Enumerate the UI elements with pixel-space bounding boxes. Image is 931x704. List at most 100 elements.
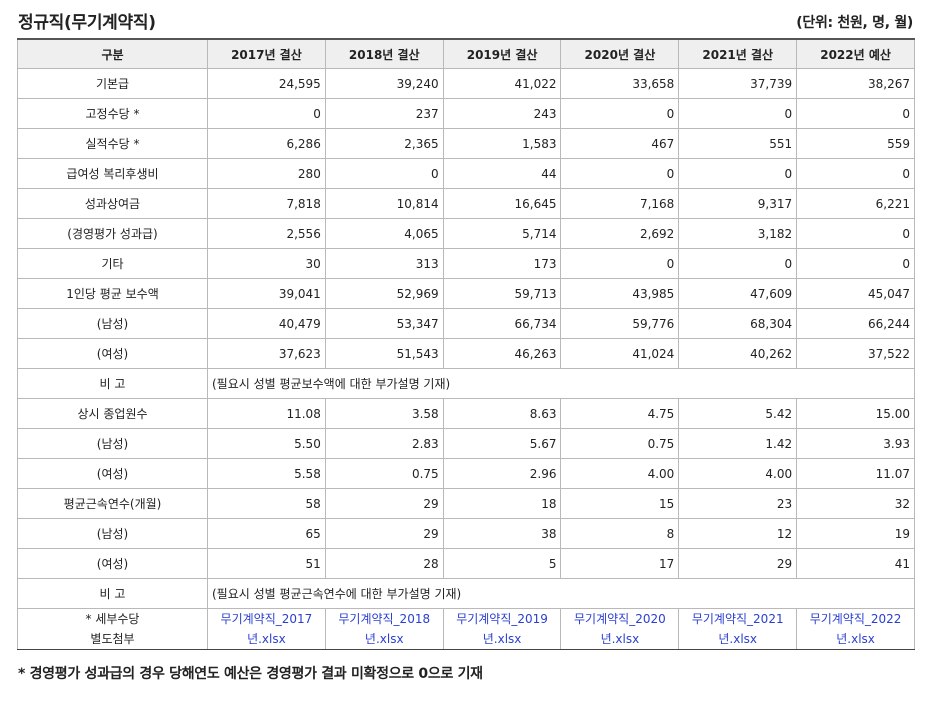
value-cell: 243 (442, 98, 562, 129)
attachment-file-link[interactable]: 무기계약직_2020 년.xlsx (565, 610, 674, 649)
value-cell: 38,267 (796, 68, 915, 99)
attachment-cell: 무기계약직_2019 년.xlsx (442, 608, 562, 650)
value-cell: 559 (796, 128, 915, 159)
table-row: 고정수당 * 0 237 243 0 0 0 (17, 98, 915, 129)
value-cell: 2.83 (324, 428, 444, 459)
table-row: 기본급 24,595 39,240 41,022 33,658 37,739 38,267 (17, 68, 915, 99)
remark-cell: (필요시 성별 평균근속연수에 대한 부가설명 기재) (207, 578, 915, 609)
attachment-file-link[interactable]: 무기계약직_2018 년.xlsx (330, 610, 439, 649)
value-cell: 16,645 (442, 188, 562, 219)
attachments-label-line2: 별도첨부 (90, 632, 135, 646)
value-cell: 0 (678, 98, 798, 129)
attachment-file-link[interactable]: 무기계약직_2019 년.xlsx (448, 610, 557, 649)
value-cell: 0 (796, 248, 915, 279)
table-row: (여성) 37,623 51,543 46,263 41,024 40,262 37,522 (17, 338, 915, 369)
value-cell: 32 (796, 488, 915, 519)
row-label: 기본급 (17, 68, 208, 99)
value-cell: 0 (324, 158, 444, 189)
attachment-cell: 무기계약직_2018 년.xlsx (324, 608, 444, 650)
value-cell: 51 (207, 548, 326, 579)
attachment-file-name: 무기계약직_2019 (456, 612, 548, 626)
table-row: 평균근속연수(개월) 58 29 18 15 23 32 (17, 488, 915, 519)
row-label: 1인당 평균 보수액 (17, 278, 208, 309)
value-cell: 38 (442, 518, 562, 549)
value-cell: 3.93 (796, 428, 915, 459)
value-cell: 30 (207, 248, 326, 279)
value-cell: 29 (678, 548, 798, 579)
value-cell: 18 (442, 488, 562, 519)
value-cell: 2.96 (442, 458, 562, 489)
value-cell: 12 (678, 518, 798, 549)
attachment-file-name: 무기계약직_2020 (574, 612, 666, 626)
attachment-file-link[interactable]: 무기계약직_2022 년.xlsx (801, 610, 910, 649)
value-cell: 0 (796, 158, 915, 189)
footnote: * 경영평가 성과급의 경우 당해연도 예산은 경영평가 결과 미확정으로 0으… (18, 666, 483, 682)
value-cell: 11.08 (207, 398, 326, 429)
value-cell: 44 (442, 158, 562, 189)
value-cell: 280 (207, 158, 326, 189)
value-cell: 23 (678, 488, 798, 519)
header-category: 구분 (17, 38, 208, 69)
value-cell: 237 (324, 98, 444, 129)
remark-cell: (필요시 성별 평균보수액에 대한 부가설명 기재) (207, 368, 915, 399)
value-cell: 46,263 (442, 338, 562, 369)
row-label: 성과상여금 (17, 188, 208, 219)
row-label: (여성) (17, 548, 208, 579)
value-cell: 52,969 (324, 278, 444, 309)
row-label: 고정수당 * (17, 98, 208, 129)
value-cell: 29 (324, 488, 444, 519)
attachment-file-name: 무기계약직_2021 (691, 612, 784, 626)
row-label: (경영평가 성과급) (17, 218, 208, 249)
table-body: 기본급 24,595 39,240 41,022 33,658 37,739 38,267 고… (17, 68, 915, 650)
value-cell: 10,814 (324, 188, 444, 219)
value-cell: 173 (442, 248, 562, 279)
header-2018: 2018년 결산 (324, 38, 444, 69)
value-cell: 41 (796, 548, 915, 579)
value-cell: 66,734 (442, 308, 562, 339)
value-cell: 59,776 (560, 308, 680, 339)
row-label: (여성) (17, 338, 208, 369)
header-2020: 2020년 결산 (560, 38, 680, 69)
table-row: 성과상여금 7,818 10,814 16,645 7,168 9,317 6,221 (17, 188, 915, 219)
table-row: 급여성 복리후생비 280 0 44 0 0 0 (17, 158, 915, 189)
value-cell: 15.00 (796, 398, 915, 429)
row-label: 평균근속연수(개월) (17, 488, 208, 519)
value-cell: 66,244 (796, 308, 915, 339)
value-cell: 3.58 (324, 398, 444, 429)
value-cell: 40,262 (678, 338, 798, 369)
attachments-label-line1: * 세부수당 (85, 612, 140, 626)
table-row: 비 고 (필요시 성별 평균근속연수에 대한 부가설명 기재) (17, 578, 915, 609)
value-cell: 7,818 (207, 188, 326, 219)
page-title: 정규직(무기계약직) (18, 13, 156, 33)
attachment-cell: 무기계약직_2021 년.xlsx (678, 608, 798, 650)
value-cell: 0.75 (560, 428, 680, 459)
value-cell: 19 (796, 518, 915, 549)
table-row: (남성) 40,479 53,347 66,734 59,776 68,304 66,244 (17, 308, 915, 339)
value-cell: 0 (560, 158, 680, 189)
value-cell: 8 (560, 518, 680, 549)
attachment-file-name: 무기계약직_2017 (220, 612, 313, 626)
row-label: 급여성 복리후생비 (17, 158, 208, 189)
value-cell: 59,713 (442, 278, 562, 309)
attachment-cell: 무기계약직_2020 년.xlsx (560, 608, 680, 650)
value-cell: 313 (324, 248, 444, 279)
table-row: (남성) 65 29 38 8 12 19 (17, 518, 915, 549)
table-row: (여성) 51 28 5 17 29 41 (17, 548, 915, 579)
table-row: 기타 30 313 173 0 0 0 (17, 248, 915, 279)
attachment-file-ext: 년.xlsx (718, 632, 758, 646)
row-label: (여성) (17, 458, 208, 489)
value-cell: 551 (678, 128, 798, 159)
value-cell: 2,556 (207, 218, 326, 249)
table-row: 상시 종업원수 11.08 3.58 8.63 4.75 5.42 15.00 (17, 398, 915, 429)
value-cell: 0 (560, 248, 680, 279)
value-cell: 37,623 (207, 338, 326, 369)
value-cell: 0 (207, 98, 326, 129)
attachment-file-link[interactable]: 무기계약직_2017 년.xlsx (212, 610, 321, 649)
attachment-file-link[interactable]: 무기계약직_2021 년.xlsx (683, 610, 792, 649)
value-cell: 41,024 (560, 338, 680, 369)
value-cell: 2,692 (560, 218, 680, 249)
value-cell: 5 (442, 548, 562, 579)
value-cell: 39,041 (207, 278, 326, 309)
value-cell: 1,583 (442, 128, 562, 159)
